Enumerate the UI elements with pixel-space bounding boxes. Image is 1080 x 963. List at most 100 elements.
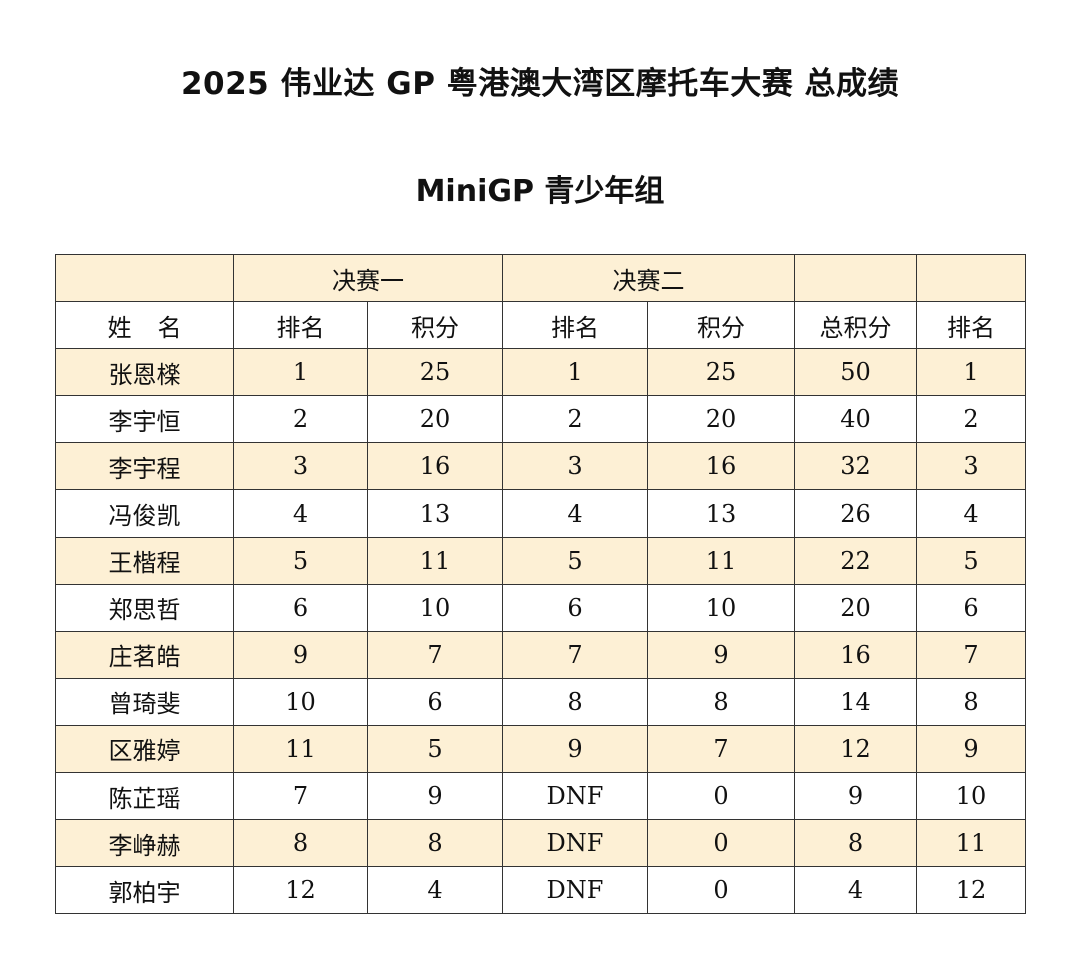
cell-final2-rank: DNF	[502, 772, 648, 821]
cell-final2-points: 0	[647, 819, 795, 868]
cell-name: 李峥赫	[55, 819, 234, 868]
cell-final1-points: 16	[367, 442, 503, 491]
cell-overall-rank: 9	[916, 724, 1026, 774]
group-header-row: 决赛一 决赛二	[55, 253, 1026, 303]
cell-final2-rank: 9	[502, 724, 648, 774]
table-row: 曾琦斐 10 6 8 8 14 8	[55, 677, 1026, 726]
column-header-overall-rank: 排名	[916, 301, 1026, 350]
cell-final2-points: 10	[647, 583, 795, 632]
cell-total-points: 9	[794, 772, 917, 821]
cell-final1-rank: 8	[233, 819, 368, 868]
cell-overall-rank: 7	[916, 630, 1026, 679]
column-header-final2-points: 积分	[647, 301, 795, 350]
table-row: 李宇程 3 16 3 16 32 3	[55, 442, 1026, 491]
cell-name: 李宇程	[55, 442, 234, 491]
cell-final2-points: 25	[647, 348, 795, 397]
cell-final1-rank: 3	[233, 442, 368, 491]
cell-final1-points: 8	[367, 819, 503, 868]
group-header-final-1: 决赛一	[233, 253, 503, 303]
group-subtitle: MiniGP 青少年组	[415, 174, 665, 209]
table-row: 区雅婷 11 5 9 7 12 9	[55, 724, 1026, 774]
table-row: 李宇恒 2 20 2 20 40 2	[55, 395, 1026, 444]
cell-final1-points: 25	[367, 348, 503, 397]
table-row: 李峥赫 8 8 DNF 0 8 11	[55, 819, 1026, 868]
group-header-blank	[916, 253, 1026, 303]
table-row: 郭柏宇 12 4 DNF 0 4 12	[55, 866, 1026, 915]
cell-final2-rank: 3	[502, 442, 648, 491]
cell-final1-points: 7	[367, 630, 503, 679]
cell-final1-points: 4	[367, 866, 503, 915]
cell-final1-points: 9	[367, 772, 503, 821]
cell-final2-points: 0	[647, 772, 795, 821]
cell-name: 李宇恒	[55, 395, 234, 444]
cell-final1-points: 11	[367, 536, 503, 585]
cell-final1-rank: 9	[233, 630, 368, 679]
cell-name: 庄茗皓	[55, 630, 234, 679]
cell-final2-points: 8	[647, 677, 795, 726]
cell-final2-rank: 4	[502, 489, 648, 538]
cell-final1-rank: 2	[233, 395, 368, 444]
cell-final2-rank: 6	[502, 583, 648, 632]
cell-overall-rank: 3	[916, 442, 1026, 491]
cell-name: 张恩檪	[55, 348, 234, 397]
cell-final2-points: 20	[647, 395, 795, 444]
table-row: 陈芷瑶 7 9 DNF 0 9 10	[55, 772, 1026, 821]
cell-name: 王楷程	[55, 536, 234, 585]
group-header-final-2: 决赛二	[502, 253, 795, 303]
cell-overall-rank: 1	[916, 348, 1026, 397]
cell-total-points: 26	[794, 489, 917, 538]
table-row: 冯俊凯 4 13 4 13 26 4	[55, 489, 1026, 538]
cell-total-points: 14	[794, 677, 917, 726]
cell-overall-rank: 4	[916, 489, 1026, 538]
cell-final1-points: 6	[367, 677, 503, 726]
cell-overall-rank: 8	[916, 677, 1026, 726]
cell-total-points: 40	[794, 395, 917, 444]
results-table: 决赛一 决赛二 姓名 排名 积分 排名 积分 总积分 排名 张恩檪 1 25 1 25 5…	[55, 253, 1026, 915]
cell-final2-rank: DNF	[502, 866, 648, 915]
cell-final2-rank: 1	[502, 348, 648, 397]
cell-final1-points: 10	[367, 583, 503, 632]
cell-name: 郑思哲	[55, 583, 234, 632]
column-header-total-points: 总积分	[794, 301, 917, 350]
cell-final2-points: 0	[647, 866, 795, 915]
table-row: 张恩檪 1 25 1 25 50 1	[55, 348, 1026, 397]
cell-final2-points: 13	[647, 489, 795, 538]
cell-name: 陈芷瑶	[55, 772, 234, 821]
page-title: 2025 伟业达 GP 粤港澳大湾区摩托车大赛 总成绩	[180, 66, 900, 102]
column-header-final1-rank: 排名	[233, 301, 368, 350]
cell-final1-rank: 5	[233, 536, 368, 585]
cell-final1-rank: 12	[233, 866, 368, 915]
cell-final1-rank: 7	[233, 772, 368, 821]
cell-name: 冯俊凯	[55, 489, 234, 538]
table-row: 郑思哲 6 10 6 10 20 6	[55, 583, 1026, 632]
cell-total-points: 8	[794, 819, 917, 868]
column-header-row: 姓名 排名 积分 排名 积分 总积分 排名	[55, 301, 1026, 350]
column-header-name: 姓名	[55, 301, 234, 350]
cell-total-points: 32	[794, 442, 917, 491]
cell-total-points: 50	[794, 348, 917, 397]
cell-final1-rank: 6	[233, 583, 368, 632]
cell-total-points: 4	[794, 866, 917, 915]
group-header-blank	[55, 253, 234, 303]
cell-final1-points: 5	[367, 724, 503, 774]
cell-overall-rank: 11	[916, 819, 1026, 868]
cell-final1-points: 20	[367, 395, 503, 444]
cell-overall-rank: 6	[916, 583, 1026, 632]
cell-final2-points: 9	[647, 630, 795, 679]
cell-final1-points: 13	[367, 489, 503, 538]
cell-name: 郭柏宇	[55, 866, 234, 915]
cell-final2-points: 7	[647, 724, 795, 774]
cell-final1-rank: 11	[233, 724, 368, 774]
cell-final2-rank: 2	[502, 395, 648, 444]
cell-final2-rank: 8	[502, 677, 648, 726]
cell-total-points: 16	[794, 630, 917, 679]
table-row: 王楷程 5 11 5 11 22 5	[55, 536, 1026, 585]
cell-overall-rank: 10	[916, 772, 1026, 821]
cell-final1-rank: 1	[233, 348, 368, 397]
group-header-blank	[794, 253, 917, 303]
cell-overall-rank: 2	[916, 395, 1026, 444]
column-header-final1-points: 积分	[367, 301, 503, 350]
cell-total-points: 12	[794, 724, 917, 774]
cell-name: 曾琦斐	[55, 677, 234, 726]
column-header-final2-rank: 排名	[502, 301, 648, 350]
